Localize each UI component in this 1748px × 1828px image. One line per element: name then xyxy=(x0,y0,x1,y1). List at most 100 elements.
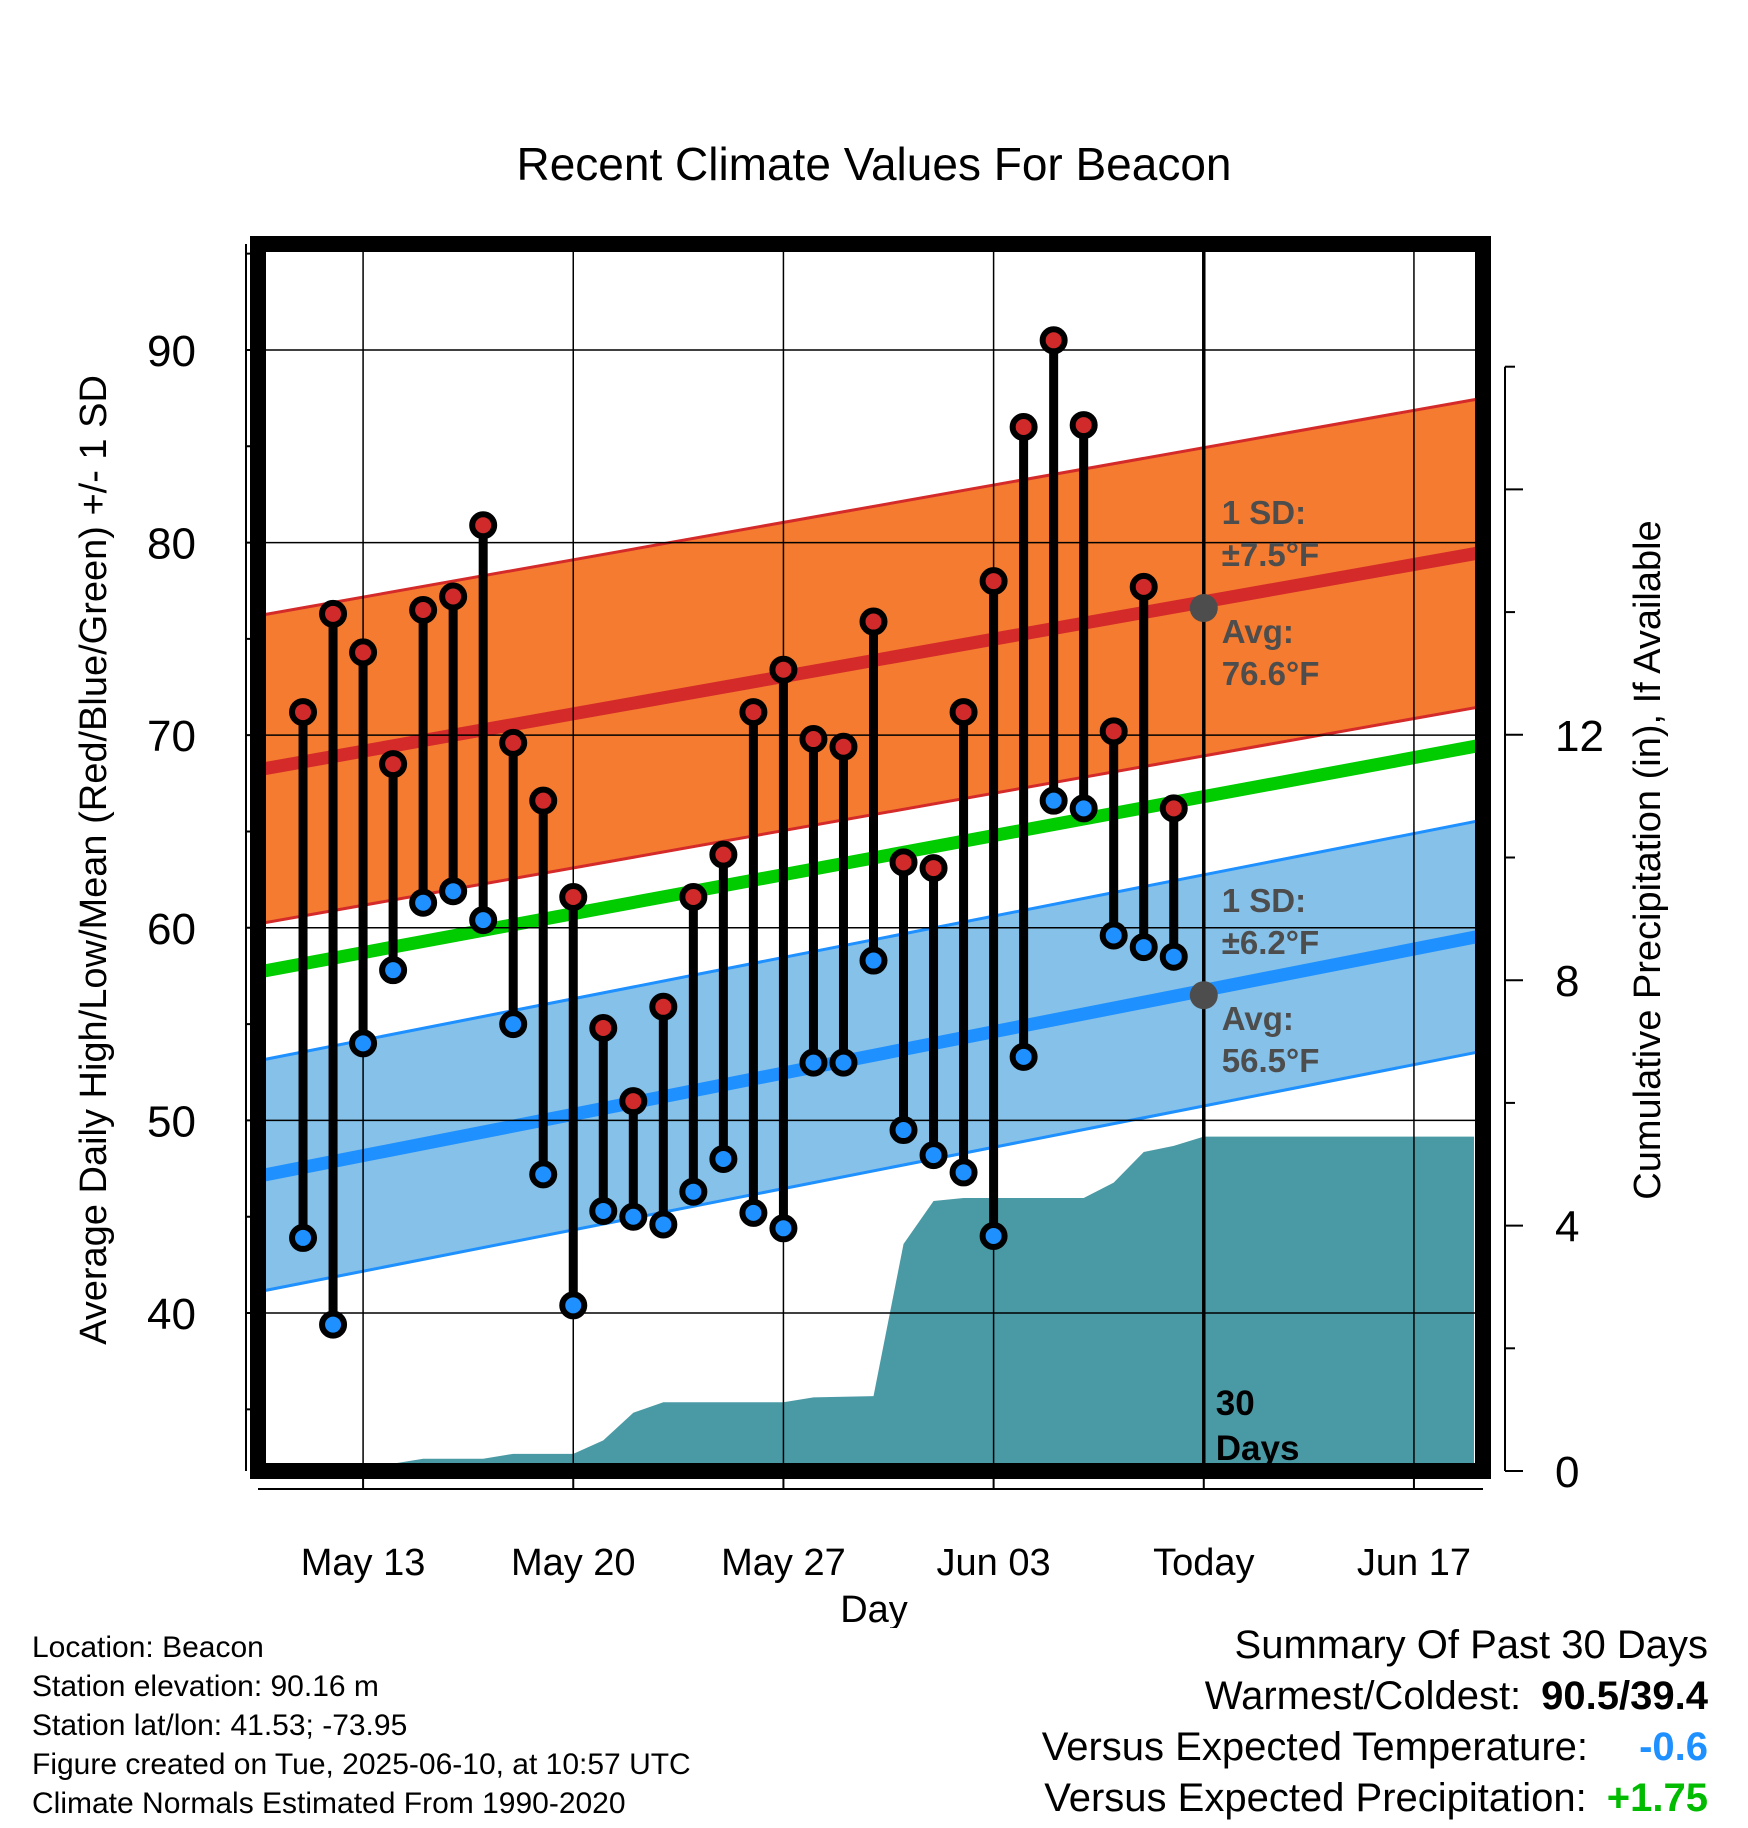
low-sd-label: 1 SD: xyxy=(1222,882,1306,919)
y-tick-label-left: 80 xyxy=(147,520,196,569)
y-tick-label-right: 12 xyxy=(1555,712,1604,761)
y-tick-label-left: 90 xyxy=(147,327,196,376)
daily-high-point xyxy=(919,854,948,883)
daily-high-point xyxy=(829,732,858,761)
window-label-days: Days xyxy=(1216,1429,1300,1468)
daily-high-point xyxy=(649,992,678,1021)
warm-cold-label: Warmest/Coldest: xyxy=(1204,1674,1522,1718)
daily-high-point xyxy=(949,698,978,727)
high-band-upper-edge xyxy=(257,396,1484,618)
summary-title: Summary Of Past 30 Days xyxy=(1234,1623,1708,1667)
daily-high-point xyxy=(559,882,588,911)
summary-panel: Summary Of Past 30 Days Warmest/Coldest:… xyxy=(1042,1620,1708,1824)
low-normal-line xyxy=(256,929,1485,1183)
high-avg-label: Avg: xyxy=(1222,613,1294,650)
daily-high-point xyxy=(679,882,708,911)
summary-precip: Versus Expected Precipitation: +1.75 xyxy=(1042,1773,1708,1824)
daily-low-point xyxy=(739,1198,768,1227)
daily-low-point xyxy=(1129,933,1158,962)
x-tick-label: Jun 17 xyxy=(1357,1542,1471,1584)
plot-frame xyxy=(250,236,1491,1479)
daily-high-point xyxy=(1159,794,1188,823)
daily-high-point xyxy=(529,786,558,815)
location-text: Location: Beacon xyxy=(32,1631,264,1664)
elevation-text: Station elevation: 90.16 m xyxy=(32,1670,379,1703)
precip-anomaly-value: +1.75 xyxy=(1606,1776,1708,1820)
daily-low-point xyxy=(289,1223,318,1252)
daily-high-point xyxy=(589,1013,618,1042)
daily-high-point xyxy=(319,599,348,628)
y-axis-label-left: Average Daily High/Low/Mean (Red/Blue/Gr… xyxy=(73,375,115,1345)
daily-high-point xyxy=(1129,572,1158,601)
daily-low-point xyxy=(859,946,888,975)
high-avg-value: 76.6°F xyxy=(1222,655,1320,692)
daily-high-point xyxy=(439,582,468,611)
daily-low-point xyxy=(469,906,498,935)
daily-high-point xyxy=(1069,411,1098,440)
daily-high-point xyxy=(769,655,798,684)
temp-anomaly-label: Versus Expected Temperature: xyxy=(1041,1725,1588,1769)
daily-high-point xyxy=(379,750,408,779)
x-tick-label: May 20 xyxy=(511,1542,636,1584)
warm-cold-value: 90.5/39.4 xyxy=(1541,1674,1708,1718)
daily-low-point xyxy=(769,1214,798,1243)
daily-low-point xyxy=(709,1144,738,1173)
daily-low-point xyxy=(1099,921,1128,950)
window-label-number: 30 xyxy=(1216,1384,1255,1423)
x-tick-label: Jun 03 xyxy=(937,1542,1051,1584)
y-tick-label-left: 40 xyxy=(147,1290,196,1339)
daily-high-point xyxy=(1009,412,1038,441)
daily-high-point xyxy=(289,698,318,727)
daily-low-point xyxy=(1009,1042,1038,1071)
low-avg-label: Avg: xyxy=(1222,1000,1294,1037)
daily-low-point xyxy=(979,1222,1008,1251)
high-sd-value: ±7.5°F xyxy=(1222,536,1319,573)
daily-low-point xyxy=(829,1048,858,1077)
daily-high-point xyxy=(349,638,378,667)
normals-text: Climate Normals Estimated From 1990-2020 xyxy=(32,1787,626,1820)
chart-title: Recent Climate Values For Beacon xyxy=(516,138,1231,190)
daily-low-point xyxy=(1069,794,1098,823)
daily-low-point xyxy=(379,956,408,985)
daily-high-point xyxy=(799,725,828,754)
daily-low-point xyxy=(349,1029,378,1058)
daily-low-point xyxy=(409,888,438,917)
high-sd-label: 1 SD: xyxy=(1222,494,1306,531)
daily-low-point xyxy=(589,1196,618,1225)
daily-high-point xyxy=(409,595,438,624)
daily-high-point xyxy=(1039,326,1068,355)
daily-high-point xyxy=(889,848,918,877)
daily-low-point xyxy=(559,1291,588,1320)
daily-high-point xyxy=(739,698,768,727)
daily-low-point xyxy=(499,1010,528,1039)
daily-low-point xyxy=(439,877,468,906)
x-tick-label: Today xyxy=(1153,1542,1254,1584)
temp-anomaly-value: -0.6 xyxy=(1639,1725,1708,1769)
climate-chart: 1 SD: ±7.5°F Avg: 76.6°F 1 SD: ±6.2°F Avg: 56.5… xyxy=(73,138,1669,1628)
daily-low-point xyxy=(679,1177,708,1206)
daily-high-point xyxy=(1099,717,1128,746)
daily-high-point xyxy=(499,728,528,757)
daily-low-point xyxy=(919,1141,948,1170)
low-avg-value: 56.5°F xyxy=(1222,1042,1320,1079)
daily-low-point xyxy=(799,1048,828,1077)
x-tick-label: May 27 xyxy=(721,1542,846,1584)
today-high-avg-marker xyxy=(1189,594,1218,623)
daily-low-point xyxy=(319,1310,348,1339)
daily-low-point xyxy=(1039,786,1068,815)
today-low-avg-marker xyxy=(1189,981,1218,1010)
daily-high-point xyxy=(979,567,1008,596)
daily-low-point xyxy=(529,1160,558,1189)
y-tick-label-left: 60 xyxy=(147,905,196,954)
summary-warm-cold: Warmest/Coldest: 90.5/39.4 xyxy=(1042,1671,1708,1722)
precip-anomaly-label: Versus Expected Precipitation: xyxy=(1044,1776,1587,1820)
low-band-lower-edge xyxy=(257,1049,1484,1294)
daily-low-point xyxy=(1159,942,1188,971)
daily-low-point xyxy=(619,1202,648,1231)
y-tick-label-right: 4 xyxy=(1555,1203,1579,1252)
daily-low-point xyxy=(889,1116,918,1145)
y-axis-label-right: Cumulative Precipitation (in), If Availa… xyxy=(1627,520,1669,1199)
daily-low-point xyxy=(649,1210,678,1239)
x-tick-label: May 13 xyxy=(301,1542,426,1584)
low-sd-value: ±6.2°F xyxy=(1222,924,1319,961)
